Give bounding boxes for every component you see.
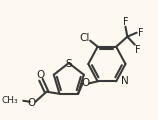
Text: O: O [37,70,45,80]
Text: F: F [123,17,128,27]
Text: Cl: Cl [79,33,90,43]
Text: F: F [137,28,143,38]
Text: N: N [121,76,129,86]
Text: O: O [27,98,36,108]
Text: O: O [81,78,90,88]
Text: F: F [135,45,140,55]
Text: CH₃: CH₃ [1,96,18,105]
Text: S: S [65,59,72,69]
